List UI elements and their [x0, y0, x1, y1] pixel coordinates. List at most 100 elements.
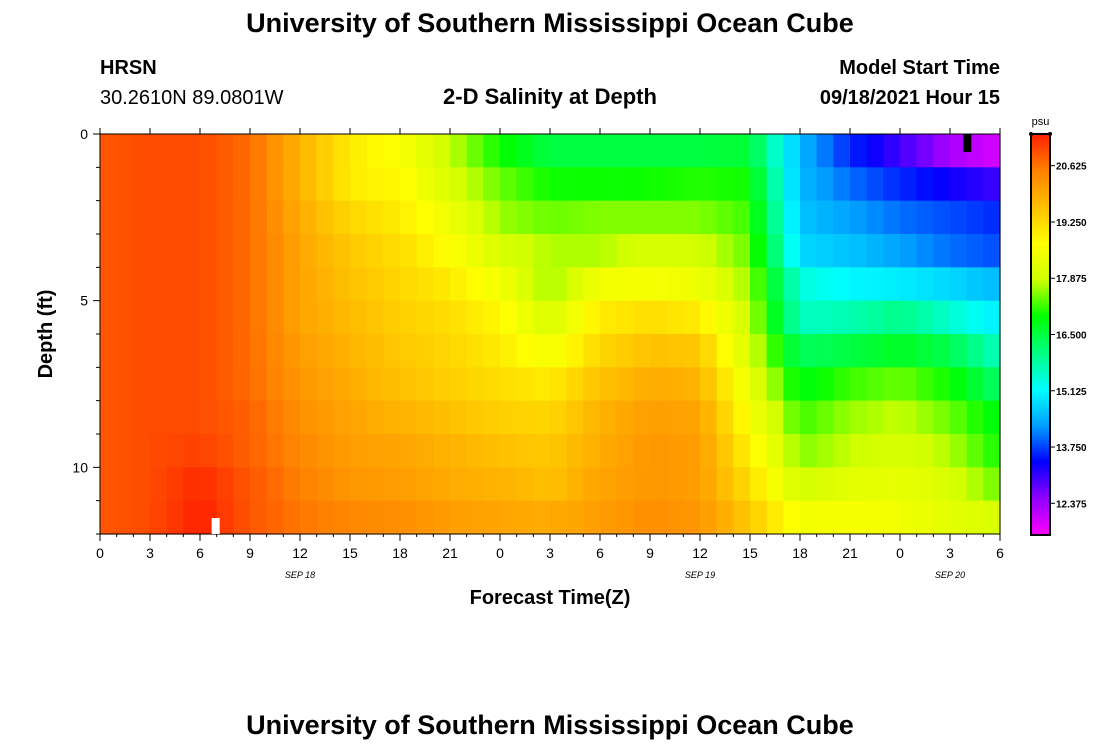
heatmap-cell — [150, 467, 168, 502]
heatmap-cell — [283, 334, 301, 368]
heatmap-cell — [216, 300, 234, 335]
heatmap-cell — [983, 467, 1001, 502]
heatmap-cell — [933, 367, 951, 402]
heatmap-cell — [816, 200, 834, 235]
heatmap-cell — [433, 167, 451, 202]
heatmap-cell — [733, 267, 751, 302]
heatmap-cell — [350, 467, 368, 502]
heatmap-cell — [683, 400, 701, 435]
heatmap-cell — [700, 367, 718, 402]
heatmap-cell — [866, 300, 884, 335]
heatmap-cell — [933, 200, 951, 235]
date-label: SEP 18 — [285, 570, 315, 580]
heatmap-cell — [900, 500, 918, 535]
heatmap-cell — [350, 300, 368, 335]
heatmap-cell — [283, 367, 301, 402]
heatmap-cell — [366, 134, 384, 168]
heatmap-cell — [750, 200, 768, 235]
heatmap-cell — [766, 300, 784, 335]
heatmap-cell — [866, 500, 884, 535]
heatmap-cell — [916, 500, 934, 535]
heatmap-cell — [916, 400, 934, 435]
heatmap-cell — [750, 267, 768, 302]
heatmap-cell — [816, 267, 834, 302]
heatmap-cell — [666, 167, 684, 202]
heatmap-cell — [800, 300, 818, 335]
heatmap-cell — [166, 400, 184, 435]
heatmap-cell — [566, 400, 584, 435]
heatmap-cell — [633, 467, 651, 502]
heatmap-cell — [600, 234, 618, 268]
heatmap-cell — [566, 200, 584, 235]
heatmap-cell — [366, 400, 384, 435]
heatmap-cell — [566, 167, 584, 202]
heatmap-cell — [500, 400, 518, 435]
heatmap-cell — [216, 234, 234, 268]
heatmap-cell — [450, 334, 468, 368]
heatmap-cell — [833, 200, 851, 235]
heatmap-cell — [333, 267, 351, 302]
heatmap-cell — [200, 367, 218, 402]
heatmap-cell — [616, 300, 634, 335]
x-axis-label: Forecast Time(Z) — [470, 587, 631, 609]
model-start-value: 09/18/2021 Hour 15 — [819, 87, 1000, 109]
heatmap-cell — [633, 200, 651, 235]
heatmap-cell — [266, 500, 284, 535]
heatmap-cell — [733, 300, 751, 335]
heatmap-cell — [766, 434, 784, 468]
heatmap-cell — [950, 200, 968, 235]
heatmap-cells — [100, 134, 1001, 535]
heatmap-cell — [883, 300, 901, 335]
heatmap-cell — [483, 200, 501, 235]
heatmap-cell — [150, 200, 168, 235]
model-start-label: Model Start Time — [839, 57, 1000, 79]
heatmap-cell — [216, 434, 234, 468]
heatmap-cell — [150, 400, 168, 435]
footer-title: University of Southern Mississippi Ocean… — [246, 710, 854, 740]
heatmap-cell — [350, 200, 368, 235]
heatmap-cell — [850, 267, 868, 302]
heatmap-cell — [816, 467, 834, 502]
heatmap-cell — [766, 334, 784, 368]
heatmap-cell — [850, 334, 868, 368]
heatmap-cell — [733, 167, 751, 202]
heatmap-cell — [950, 367, 968, 402]
heatmap-cell — [800, 500, 818, 535]
heatmap-cell — [950, 400, 968, 435]
heatmap-cell — [666, 267, 684, 302]
heatmap-cell — [566, 300, 584, 335]
heatmap-cell — [966, 267, 984, 302]
heatmap-cell — [716, 467, 734, 502]
heatmap-cell — [700, 400, 718, 435]
heatmap-cell — [400, 200, 418, 235]
heatmap-cell — [433, 200, 451, 235]
heatmap-cell — [316, 334, 334, 368]
heatmap-cell — [550, 200, 568, 235]
heatmap-cell — [850, 234, 868, 268]
heatmap-cell — [833, 467, 851, 502]
heatmap-cell — [183, 167, 201, 202]
heatmap-cell — [733, 334, 751, 368]
heatmap-cell — [766, 400, 784, 435]
heatmap-cell — [533, 300, 551, 335]
heatmap-cell — [350, 434, 368, 468]
heatmap-cell — [866, 367, 884, 402]
heatmap-cell — [550, 400, 568, 435]
heatmap-cell — [933, 500, 951, 535]
heatmap-cell — [466, 234, 484, 268]
heatmap-cell — [800, 367, 818, 402]
heatmap-cell — [933, 400, 951, 435]
x-tick-label: 9 — [246, 545, 254, 561]
heatmap-cell — [516, 300, 534, 335]
heatmap-cell — [566, 500, 584, 535]
heatmap-cell — [483, 167, 501, 202]
heatmap-cell — [200, 400, 218, 435]
heatmap-cell — [716, 400, 734, 435]
heatmap-cell — [900, 300, 918, 335]
heatmap-cell — [150, 134, 168, 168]
heatmap-cell — [616, 467, 634, 502]
surface-marker-black — [963, 134, 972, 152]
heatmap-cell — [450, 400, 468, 435]
heatmap-cell — [233, 234, 251, 268]
heatmap-cell — [283, 500, 301, 535]
